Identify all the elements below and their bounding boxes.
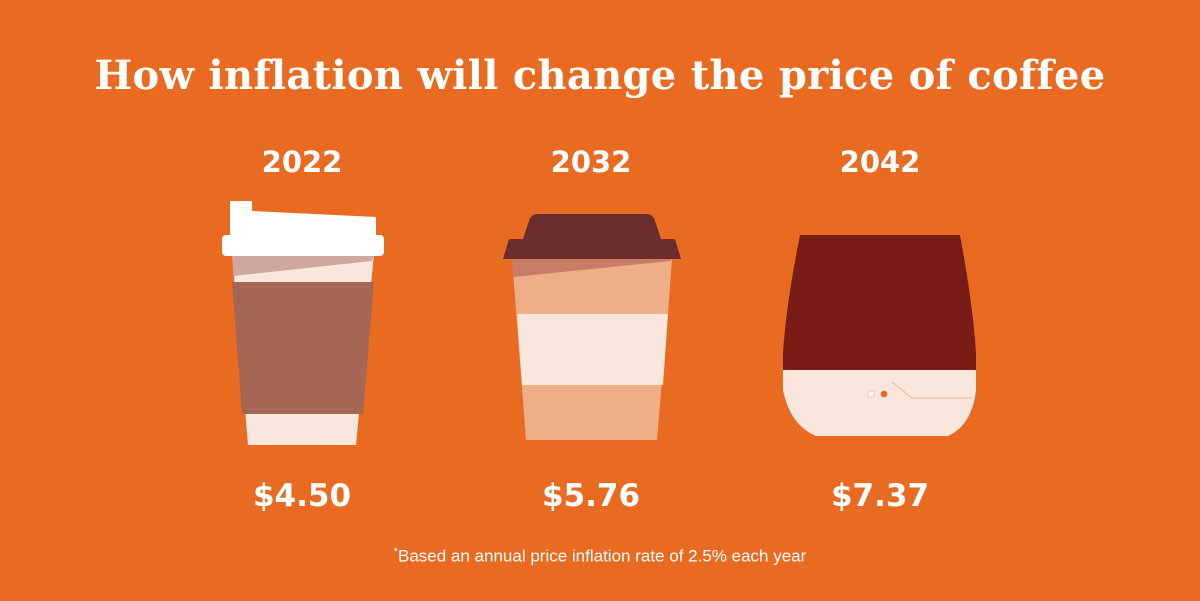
price-label: $4.50 xyxy=(252,478,352,514)
takeaway-cup-brown-lid-icon xyxy=(503,214,681,440)
price-label: $5.76 xyxy=(541,478,641,514)
year-label: 2042 xyxy=(839,145,921,179)
price-column-2022: 2022 $4.50 xyxy=(182,0,422,601)
page-title: How inflation will change the price of c… xyxy=(94,52,1106,99)
year-label: 2022 xyxy=(261,145,343,179)
footnote-marker: * xyxy=(393,546,398,558)
price-label: $7.37 xyxy=(830,478,930,514)
rounded-cup-icon xyxy=(783,235,976,436)
takeaway-cup-white-lid-icon xyxy=(222,201,384,445)
price-column-2032: 2032 $5.76 xyxy=(471,0,711,601)
price-column-2042: 2042 $7.37 xyxy=(760,0,1000,601)
footnote: *Based an annual price inflation rate of… xyxy=(0,540,1200,569)
footnote-text: Based an annual price inflation rate of … xyxy=(398,546,807,566)
year-label: 2032 xyxy=(550,145,632,179)
